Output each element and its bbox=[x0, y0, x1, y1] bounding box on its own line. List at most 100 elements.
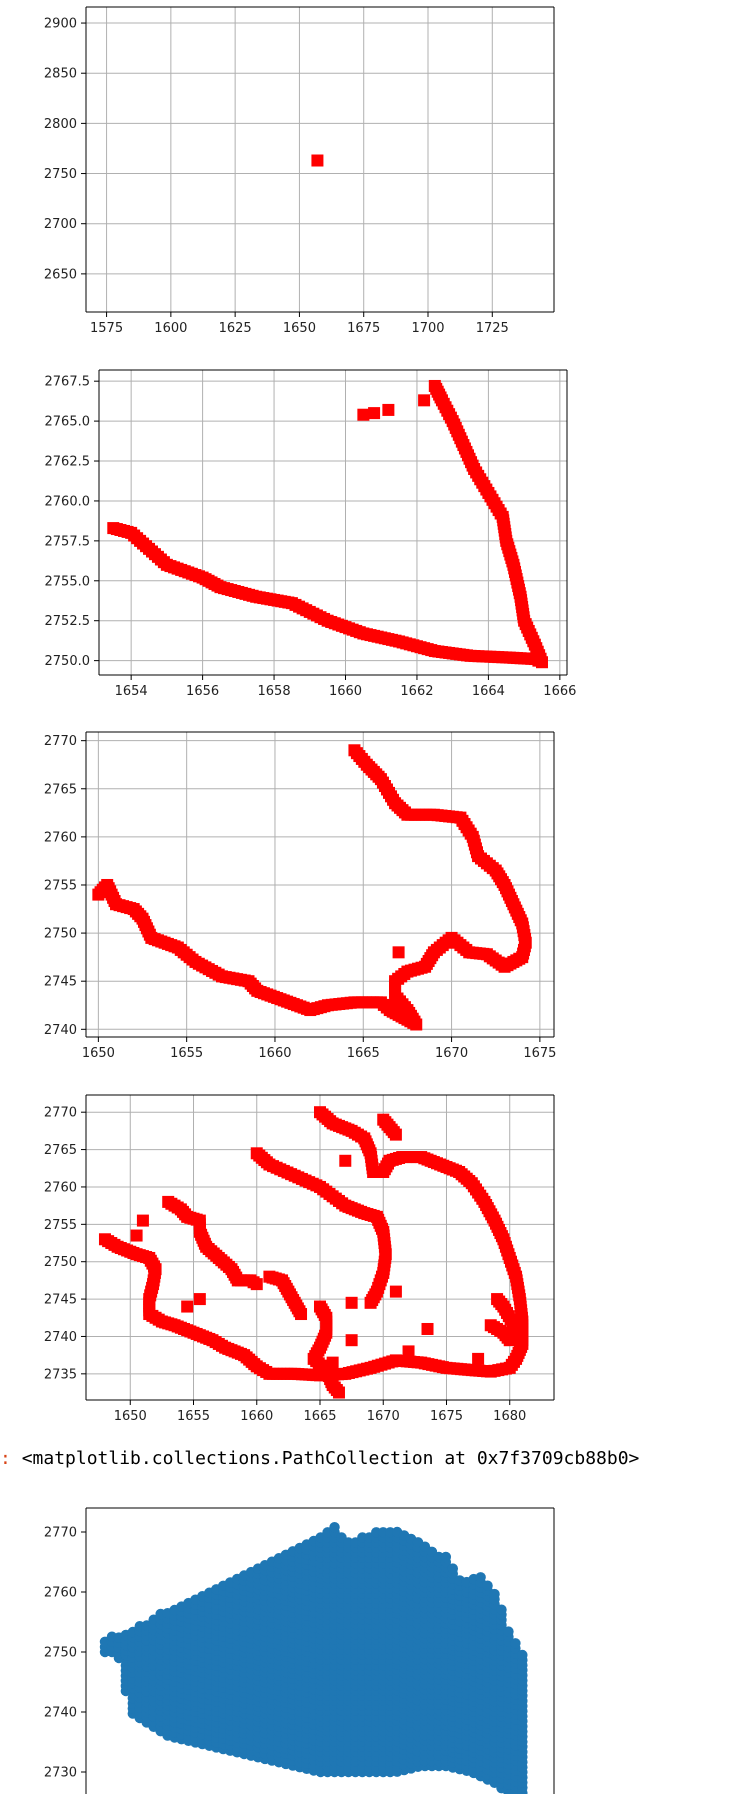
x-tick-label: 1666 bbox=[543, 684, 576, 699]
x-tick-label: 1670 bbox=[367, 1409, 400, 1424]
y-tick-label: 2750 bbox=[44, 167, 77, 182]
y-tick-label: 2765 bbox=[44, 1143, 77, 1158]
x-tick-label: 1675 bbox=[523, 1046, 556, 1061]
scatter-plot-4: 1650 1655 1660 1665 1670 1675 1680 2735 2740 2745… bbox=[44, 1094, 555, 1424]
y-tick-label: 2730 bbox=[44, 1766, 77, 1781]
y-tick-label: 2760 bbox=[44, 1180, 77, 1195]
x-tick-label: 1650 bbox=[114, 1409, 147, 1424]
scatter-point bbox=[345, 1334, 358, 1347]
y-tick-label: 2750 bbox=[44, 927, 77, 942]
y-tick-label: 2750.0 bbox=[45, 654, 91, 669]
scatter-point bbox=[392, 946, 405, 959]
scatter-point bbox=[377, 1165, 390, 1178]
y-tick-label: 2765.0 bbox=[45, 415, 91, 430]
scatter-point bbox=[475, 1572, 486, 1583]
output-prompt: : bbox=[0, 1448, 11, 1469]
y-tick-label: 2745 bbox=[44, 975, 77, 990]
y-tick-label: 2740 bbox=[44, 1023, 77, 1038]
y-tick-label: 2740 bbox=[44, 1330, 77, 1345]
cell-output-line: : <matplotlib.collections.PathCollection… bbox=[0, 1447, 738, 1471]
y-tick-label: 2800 bbox=[44, 117, 77, 132]
y-tick-label: 2650 bbox=[44, 267, 77, 282]
x-tick-label: 1575 bbox=[90, 321, 123, 336]
y-tick-label: 2900 bbox=[44, 17, 77, 32]
scatter-point bbox=[389, 1128, 402, 1141]
scatter-point bbox=[503, 1626, 514, 1637]
y-tick-label: 2760 bbox=[44, 1586, 77, 1601]
y-tick-label: 2700 bbox=[44, 217, 77, 232]
x-tick-label: 1700 bbox=[411, 321, 444, 336]
y-tick-label: 2755 bbox=[44, 1218, 77, 1233]
scatter-point bbox=[402, 1345, 415, 1358]
y-tick-label: 2745 bbox=[44, 1293, 77, 1308]
scatter-marks bbox=[311, 154, 324, 167]
scatter-point bbox=[428, 379, 441, 392]
y-tick-label: 2760 bbox=[44, 830, 77, 845]
scatter-point bbox=[193, 1293, 206, 1306]
scatter-point bbox=[329, 1522, 340, 1533]
scatter-point bbox=[510, 1638, 521, 1649]
scatter-point bbox=[418, 394, 431, 407]
output-repr: <matplotlib.collections.PathCollection a… bbox=[21, 1448, 640, 1469]
y-tick-label: 2740 bbox=[44, 1706, 77, 1721]
y-tick-label: 2750 bbox=[44, 1646, 77, 1661]
scatter-point bbox=[311, 154, 324, 167]
x-tick-label: 1650 bbox=[82, 1046, 115, 1061]
scatter-point bbox=[130, 1229, 143, 1242]
scatter-point bbox=[367, 1165, 380, 1178]
scatter-marks bbox=[99, 1522, 528, 1794]
scatter-point bbox=[472, 1352, 485, 1365]
scatter-plot-5: 2730 2740 2750 2760 2770 bbox=[44, 1507, 555, 1794]
x-tick-label: 1660 bbox=[258, 1046, 291, 1061]
y-tick-label: 2755 bbox=[44, 878, 77, 893]
y-tick-label: 2752.5 bbox=[45, 614, 91, 629]
scatter-point bbox=[421, 1322, 434, 1335]
x-tick-label: 1660 bbox=[240, 1409, 273, 1424]
y-tick-label: 2735 bbox=[44, 1367, 77, 1382]
scatter-point bbox=[326, 1356, 339, 1369]
scatter-plot-3: 1650 1655 1660 1665 1670 1675 2740 2745 2750 2755… bbox=[44, 731, 556, 1061]
scatter-point bbox=[345, 1296, 358, 1309]
scatter-point bbox=[389, 1285, 402, 1298]
x-tick-label: 1625 bbox=[219, 321, 252, 336]
x-tick-label: 1658 bbox=[258, 684, 291, 699]
x-tick-label: 1656 bbox=[186, 684, 219, 699]
scatter-point bbox=[348, 744, 361, 757]
scatter-point bbox=[250, 1278, 263, 1291]
scatter-point bbox=[295, 1308, 308, 1321]
y-tick-label: 2762.5 bbox=[45, 455, 91, 470]
y-tick-label: 2765 bbox=[44, 782, 77, 797]
scatter-point bbox=[181, 1300, 194, 1313]
x-tick-label: 1670 bbox=[435, 1046, 468, 1061]
scatter-point bbox=[447, 1563, 459, 1574]
x-tick-label: 1600 bbox=[154, 321, 187, 336]
scatter-point bbox=[136, 1214, 149, 1227]
x-tick-label: 1665 bbox=[347, 1046, 380, 1061]
y-tick-label: 2770 bbox=[44, 1526, 77, 1541]
x-tick-label: 1660 bbox=[329, 684, 362, 699]
y-tick-label: 2757.5 bbox=[45, 534, 91, 549]
scatter-point bbox=[491, 1293, 504, 1306]
x-tick-label: 1680 bbox=[493, 1409, 526, 1424]
scatter-point bbox=[517, 1649, 528, 1661]
y-tick-label: 2750 bbox=[44, 1255, 77, 1270]
scatter-point bbox=[368, 407, 381, 420]
scatter-point bbox=[496, 1604, 507, 1615]
scatter-point bbox=[357, 408, 370, 421]
x-tick-label: 1664 bbox=[472, 684, 505, 699]
x-tick-label: 1675 bbox=[347, 321, 380, 336]
x-tick-label: 1725 bbox=[476, 321, 509, 336]
scatter-point bbox=[364, 1296, 377, 1309]
y-tick-label: 2770 bbox=[44, 1106, 77, 1121]
x-tick-label: 1675 bbox=[430, 1409, 463, 1424]
scatter-marks bbox=[98, 1106, 529, 1399]
y-tick-label: 2770 bbox=[44, 734, 77, 749]
x-tick-label: 1662 bbox=[400, 684, 433, 699]
scatter-point bbox=[382, 403, 395, 416]
x-tick-label: 1655 bbox=[177, 1409, 210, 1424]
y-tick-label: 2767.5 bbox=[45, 375, 91, 390]
x-tick-label: 1650 bbox=[283, 321, 316, 336]
x-tick-label: 1655 bbox=[170, 1046, 203, 1061]
scatter-marks bbox=[92, 744, 532, 1031]
scatter-point bbox=[489, 1588, 500, 1600]
